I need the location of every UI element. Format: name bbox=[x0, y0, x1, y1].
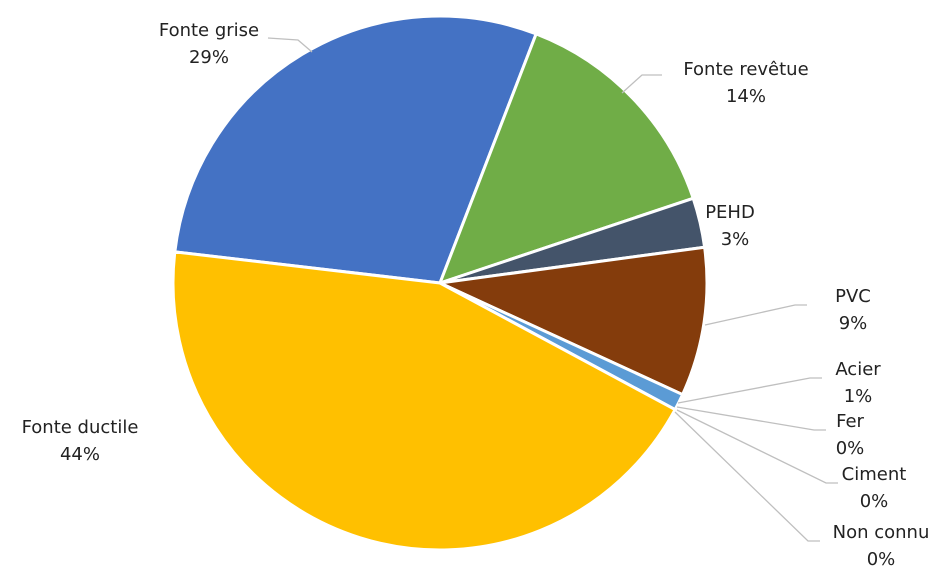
slice-label: Fonte ductile bbox=[22, 417, 139, 438]
leader-line bbox=[621, 74, 662, 94]
leader-line bbox=[674, 411, 820, 542]
leader-line bbox=[676, 409, 838, 484]
slice-value-label: 14% bbox=[726, 86, 766, 107]
slice bbox=[438, 32, 695, 285]
slice bbox=[438, 245, 709, 397]
slice-label: Fonte grise bbox=[159, 20, 259, 41]
slice-value-label: 0% bbox=[860, 491, 889, 512]
slice-value-label: 1% bbox=[844, 386, 873, 407]
slice-value-label: 0% bbox=[836, 438, 865, 459]
slice-label: PEHD bbox=[705, 202, 755, 223]
slice-label: Non connu bbox=[833, 522, 930, 543]
leader-line bbox=[677, 377, 822, 404]
slice-label: Acier bbox=[835, 359, 881, 380]
slice-label: PVC bbox=[835, 286, 871, 307]
slice-label: Fonte revêtue bbox=[683, 59, 808, 80]
leader-line bbox=[704, 304, 807, 326]
slice-label: Ciment bbox=[842, 464, 907, 485]
slice-label: Fer bbox=[836, 411, 864, 432]
slice-value-label: 3% bbox=[721, 229, 750, 250]
slice-value-label: 44% bbox=[60, 444, 100, 465]
leader-line bbox=[267, 37, 313, 53]
slice bbox=[173, 14, 538, 285]
slice bbox=[171, 250, 677, 552]
slice-value-label: 29% bbox=[189, 47, 229, 68]
slice-value-label: 0% bbox=[867, 549, 896, 570]
slice-value-label: 9% bbox=[839, 313, 868, 334]
leader-line bbox=[676, 406, 826, 431]
